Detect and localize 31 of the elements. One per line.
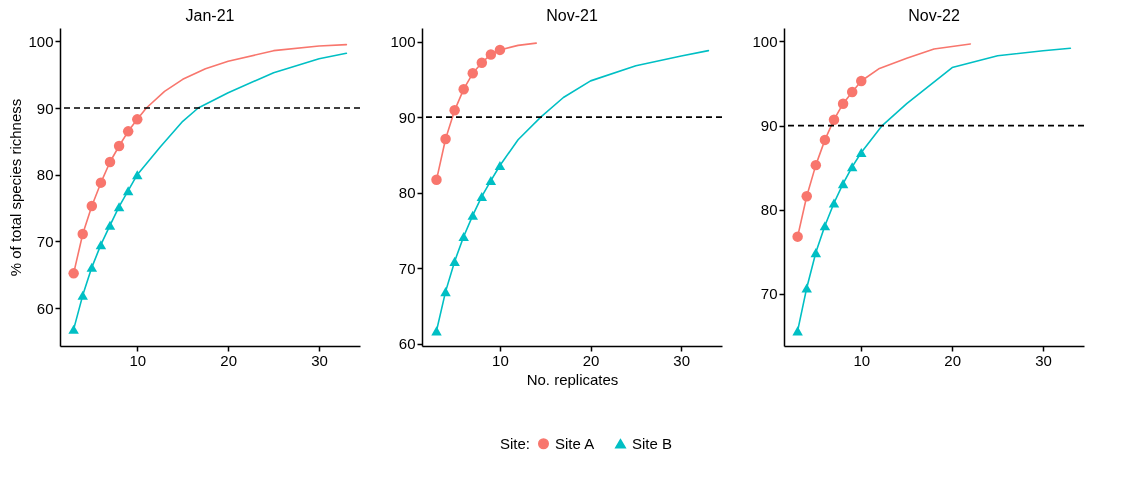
y-tick-label: 90 — [36, 99, 54, 117]
legend-label: Site A — [555, 434, 595, 452]
x-tick-label: 30 — [311, 351, 328, 369]
y-tick-label: 60 — [398, 335, 416, 353]
y-tick-label: 70 — [760, 285, 778, 303]
y-tick-label: 100 — [752, 32, 778, 50]
y-tick-label: 80 — [760, 201, 778, 219]
x-tick-label: 10 — [492, 351, 509, 369]
y-tick-label: 80 — [398, 184, 416, 202]
y-tick-label: 90 — [398, 108, 416, 126]
chart-title: Nov-22 — [908, 7, 960, 24]
y-tick-label: 70 — [36, 232, 54, 250]
y-tick-label: 100 — [390, 33, 416, 51]
x-tick-label: 20 — [944, 351, 962, 369]
y-tick-label: 70 — [398, 259, 416, 277]
x-tick-label: 10 — [853, 351, 871, 369]
y-tick-label: 80 — [36, 166, 54, 184]
chart-title: Jan-21 — [185, 7, 235, 24]
legend-label: Site B — [632, 434, 673, 452]
y-tick-label: 100 — [28, 32, 54, 50]
x-tick-label: 20 — [220, 351, 238, 369]
y-axis-title: % of total species richness — [7, 98, 25, 277]
y-tick-label: 60 — [36, 299, 54, 317]
chart-title: Nov-21 — [546, 7, 598, 24]
x-axis-title: No. replicates — [526, 370, 619, 388]
x-tick-label: 20 — [582, 351, 600, 369]
x-tick-label: 30 — [673, 351, 691, 369]
legend-title: Site: — [500, 435, 531, 452]
y-tick-label: 90 — [760, 117, 778, 135]
x-tick-label: 10 — [129, 351, 147, 369]
x-tick-label: 30 — [1035, 351, 1052, 369]
